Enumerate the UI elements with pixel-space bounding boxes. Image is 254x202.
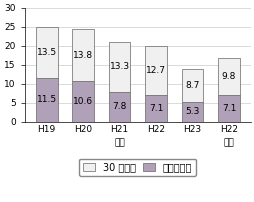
Text: 11.5: 11.5 [36, 95, 56, 104]
Text: 9.8: 9.8 [221, 72, 235, 81]
Bar [181, 68, 203, 102]
Text: 10.6: 10.6 [73, 97, 93, 106]
Bar [145, 46, 166, 95]
Text: 高知: 高知 [114, 138, 124, 147]
Bar [72, 81, 94, 122]
Text: 13.5: 13.5 [36, 48, 56, 57]
Text: 7.1: 7.1 [148, 104, 163, 113]
Bar [145, 95, 166, 122]
Text: 12.7: 12.7 [146, 66, 165, 75]
Bar [72, 29, 94, 81]
Bar [108, 92, 130, 122]
Text: 全国: 全国 [223, 138, 233, 147]
Bar [217, 58, 239, 95]
Bar [36, 27, 57, 78]
Legend: 30 分未満, 全くしない: 30 分未満, 全くしない [79, 159, 195, 176]
Bar [181, 102, 203, 122]
Text: 7.1: 7.1 [221, 104, 235, 113]
Bar [217, 95, 239, 122]
Text: 7.8: 7.8 [112, 102, 126, 112]
Text: 13.8: 13.8 [73, 51, 93, 60]
Text: 5.3: 5.3 [185, 107, 199, 116]
Text: 8.7: 8.7 [185, 81, 199, 90]
Text: 13.3: 13.3 [109, 62, 129, 71]
Bar [36, 78, 57, 122]
Bar [108, 42, 130, 92]
